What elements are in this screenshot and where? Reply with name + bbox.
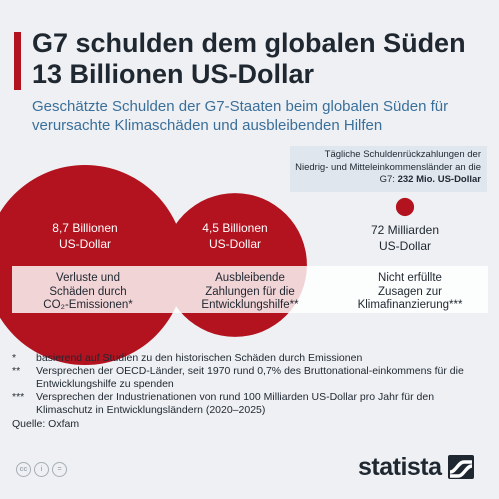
value-label: 8,7 Billionen <box>52 221 117 235</box>
category-label: Nicht erfüllte Zusagen zur Klimafinanzieru… <box>340 272 480 313</box>
license-icons[interactable]: cc i = <box>16 462 67 477</box>
statista-logo[interactable]: statista <box>358 451 474 483</box>
value-label: 72 Milliarden <box>371 223 439 237</box>
debt-repayment-callout: Tägliche Schuldenrückzahlungen der Niedr… <box>290 146 487 192</box>
category-label-line: Klimafinanzierung*** <box>357 299 463 311</box>
category-label-line: Schäden durch <box>49 285 127 298</box>
footnote: * basierend auf Studien zu den historisc… <box>12 352 492 365</box>
category-label: Verluste und Schäden durch CO₂-Emissionen* <box>18 272 158 313</box>
page-title: G7 schulden dem globalen Süden 13 Billio… <box>32 28 466 89</box>
category-label-line: Zahlungen für die <box>205 285 295 298</box>
value-label: 4,5 Billionen <box>202 221 267 235</box>
by-icon[interactable]: i <box>34 462 49 477</box>
footnote-text: Versprechen der OECD-Länder, seit 1970 r… <box>36 365 464 390</box>
category-label-line: CO₂-Emissionen* <box>43 299 133 311</box>
footnote-text: basierend auf Studien zu den historische… <box>36 352 363 364</box>
page-subtitle: Geschätzte Schulden der G7-Staaten beim … <box>32 98 449 134</box>
category-label-line: Zusagen zur <box>378 285 442 298</box>
footnotes: * basierend auf Studien zu den historisc… <box>12 352 492 431</box>
footnote-text: Versprechen der Industrienationen von ru… <box>36 391 435 416</box>
footnote-mark: ** <box>12 365 21 377</box>
value-label: US-Dollar <box>209 237 261 251</box>
source-note: Quelle: Oxfam <box>12 418 80 430</box>
value-bubble <box>395 197 415 217</box>
category-label: Ausbleibende Zahlungen für die Entwicklung… <box>180 272 320 313</box>
value-bubble <box>163 193 307 337</box>
category-label-line: Verluste und <box>56 272 120 284</box>
category-label-line: Nicht erfüllte <box>378 272 442 284</box>
callout-value: 232 Mio. US-Dollar <box>397 174 481 185</box>
callout-text: Tägliche Schuldenrückzahlungen der Niedr… <box>295 149 481 185</box>
value-bubble <box>0 165 185 365</box>
statista-wave-icon <box>447 455 474 479</box>
nd-icon[interactable]: = <box>52 462 67 477</box>
brand-name: statista <box>358 452 442 481</box>
cc-icon[interactable]: cc <box>16 462 31 477</box>
value-label: US-Dollar <box>379 239 431 253</box>
category-label-line: Entwicklungshilfe** <box>201 299 299 311</box>
value-label: US-Dollar <box>59 237 111 251</box>
description-band <box>12 266 488 313</box>
title-accent-bar <box>14 32 21 90</box>
footnote-mark: * <box>12 352 17 364</box>
footnote: *** Versprechen der Industrienationen vo… <box>12 391 492 417</box>
category-label-line: Ausbleibende <box>215 272 285 284</box>
footnote-mark: *** <box>12 391 25 403</box>
footnote: ** Versprechen der OECD-Länder, seit 197… <box>12 365 492 391</box>
